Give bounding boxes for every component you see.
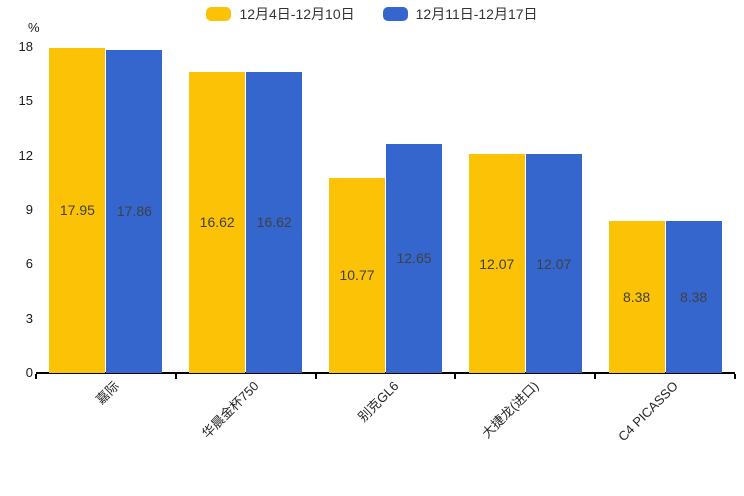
bar-value-label: 16.62: [199, 214, 235, 231]
bar-12月11日-12月17日-嘉际: [106, 49, 163, 373]
bar-12月11日-12月17日-C4 PICASSO: [665, 221, 722, 373]
x-axis-label: C4 PICASSO: [615, 378, 682, 445]
y-axis-unit-label: %: [28, 20, 40, 35]
legend-item-series-2[interactable]: 12月11日-12月17日: [382, 6, 538, 22]
bar-value-label: 12.07: [479, 255, 515, 272]
legend-swatch-icon: [206, 7, 232, 21]
x-axis-label: 嘉际: [92, 378, 122, 408]
bar-12月11日-12月17日-大捷龙(进口): [525, 154, 582, 373]
bar-12月11日-12月17日-别克GL6: [386, 143, 442, 373]
x-axis-label: 华晨金杯750: [198, 378, 262, 442]
y-axis-tick-label: 6: [25, 256, 33, 272]
x-axis-tick: [314, 374, 317, 379]
y-axis-tick-label: 18: [18, 39, 33, 54]
bar-value-label: 10.77: [339, 267, 375, 284]
x-axis-tick: [594, 374, 597, 379]
x-axis-tick: [174, 374, 177, 379]
y-axis-tick-label: 0: [25, 365, 33, 380]
x-axis-tick: [454, 374, 457, 379]
bar-value-label: 17.86: [116, 203, 152, 220]
bar-value-label: 8.38: [679, 289, 708, 306]
bar-value-label: 17.95: [59, 202, 95, 219]
bar-12月4日-12月10日-C4 PICASSO: [608, 221, 665, 373]
bar-value-label: 16.62: [256, 214, 292, 231]
bar-12月4日-12月10日-嘉际: [49, 47, 106, 373]
x-axis-label: 别克GL6: [355, 378, 402, 425]
bar-value-label: 8.38: [622, 289, 651, 306]
legend-label: 12月11日-12月17日: [415, 6, 538, 22]
y-axis-tick-label: 9: [25, 202, 33, 217]
y-axis-tick-label: 15: [18, 93, 33, 109]
bar-value-label: 12.65: [396, 250, 432, 267]
x-axis-label: 大捷龙(进口): [478, 378, 542, 441]
legend-label: 12月4日-12月10日: [239, 6, 355, 22]
x-axis-tick: [734, 374, 736, 379]
bar-12月4日-12月10日-别克GL6: [329, 177, 385, 373]
x-axis-tick: [35, 374, 37, 379]
x-axis-line: [36, 372, 735, 374]
bar-12月11日-12月17日-华晨金杯750: [246, 71, 303, 373]
y-axis-tick-label: 3: [25, 310, 33, 326]
bar-12月4日-12月10日-华晨金杯750: [189, 71, 246, 373]
bar-value-label: 12.07: [536, 255, 572, 272]
legend-item-series-1[interactable]: 12月4日-12月10日: [206, 6, 355, 22]
legend-swatch-icon: [382, 7, 408, 21]
y-axis-tick-label: 12: [18, 147, 33, 163]
bar-12月4日-12月10日-大捷龙(进口): [468, 154, 525, 373]
legend: 12月4日-12月10日 12月11日-12月17日: [0, 7, 744, 21]
